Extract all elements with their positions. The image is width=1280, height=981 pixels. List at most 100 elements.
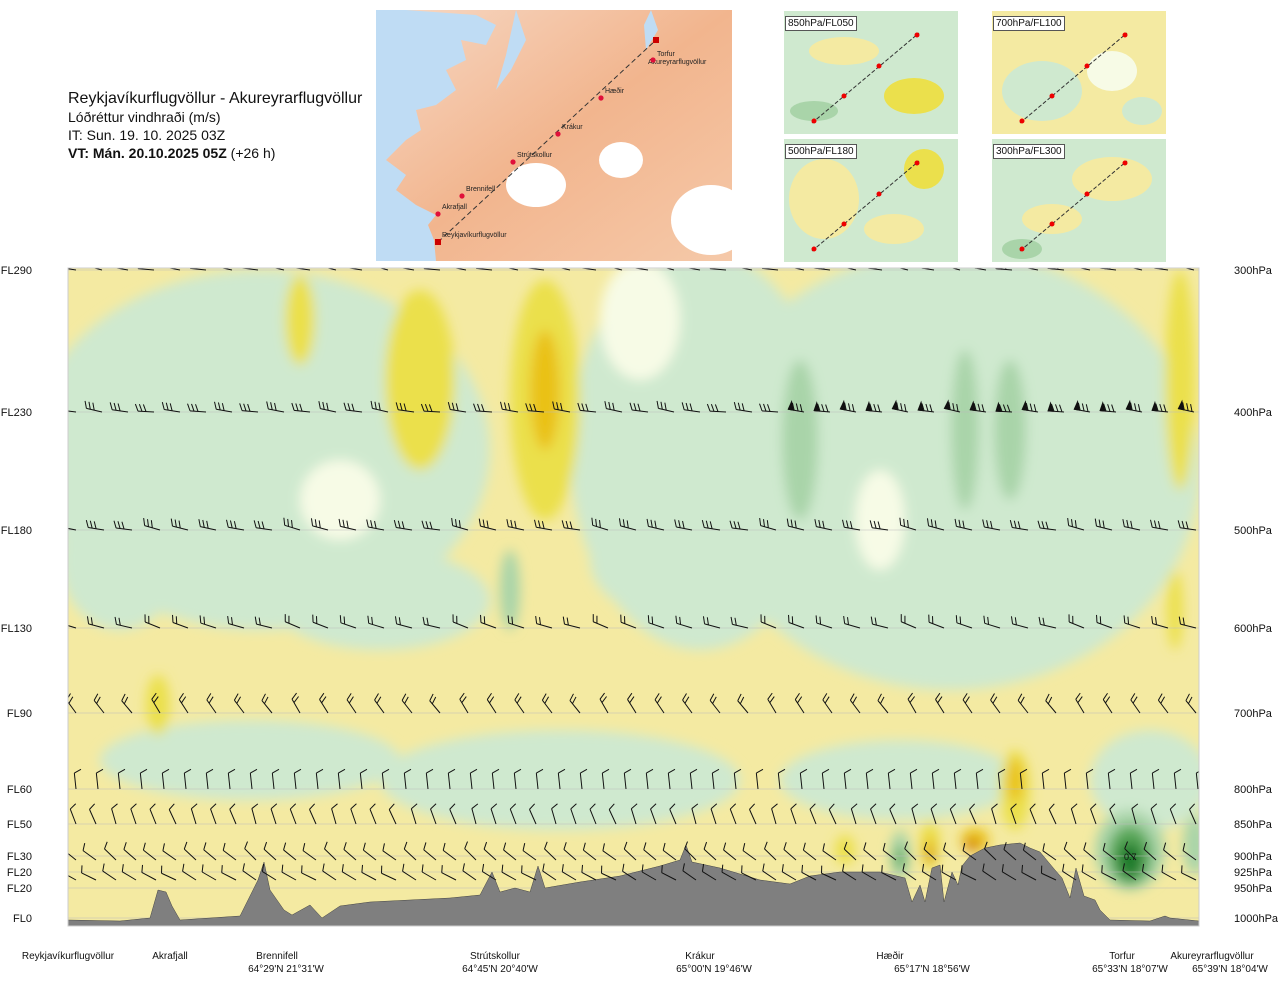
wind-barb: [1029, 803, 1037, 825]
wind-barb: [1010, 616, 1029, 629]
wind-barb: [620, 614, 637, 629]
inset-map-500-image: [784, 139, 958, 262]
wind-barb: [667, 768, 676, 790]
wind-barb: [1182, 843, 1197, 861]
wind-barb: [569, 693, 581, 714]
wind-barb: [602, 843, 617, 861]
inset-map-500: 500hPa/FL180: [784, 139, 958, 262]
wind-barb: [931, 768, 940, 790]
wind-barb: [319, 692, 329, 714]
wind-barb: [1073, 400, 1091, 413]
wind-barb: [135, 268, 155, 271]
wind-barb: [233, 693, 245, 714]
wind-barb: [142, 842, 157, 861]
wind-barb: [674, 519, 693, 531]
wind-barb: [691, 803, 699, 825]
wind-barb: [309, 803, 317, 825]
wind-barb: [1102, 692, 1113, 714]
wind-barb: [187, 403, 207, 413]
wind-barb: [689, 768, 698, 790]
wind-barb: [1101, 865, 1117, 881]
wind-barb: [557, 768, 566, 790]
wind-barb: [1021, 400, 1039, 413]
waypoint-label: Akureyrarflugvöllur: [648, 59, 707, 66]
wind-barb: [161, 768, 170, 790]
wind-barb: [398, 268, 415, 271]
terrain-profile: [68, 842, 1199, 926]
wind-barb: [226, 519, 245, 531]
pressure-level-label: 300hPa: [1234, 265, 1273, 277]
flight-level-label: FL20: [7, 867, 32, 879]
waypoint-label: Reykjavíkurflugvöllur: [442, 232, 507, 239]
wind-barb: [343, 842, 357, 861]
wind-barb: [1107, 768, 1116, 790]
wind-barb: [1017, 693, 1029, 714]
inset-label-500: 500hPa/FL180: [785, 144, 857, 159]
wind-barb: [89, 803, 97, 825]
flight-level-label: FL30: [7, 851, 32, 863]
pressure-level-label: 1000hPa: [1234, 913, 1279, 925]
wind-barb: [82, 843, 97, 861]
wind-barb: [315, 768, 324, 790]
pressure-level-label: 950hPa: [1234, 883, 1273, 895]
wind-barb: [681, 402, 701, 413]
wind-barb: [1124, 841, 1137, 861]
wind-barb: [762, 863, 777, 881]
wind-barb: [483, 841, 497, 861]
wind-barb: [891, 399, 909, 413]
wind-barb: [1067, 517, 1085, 531]
max-downdraft-annotation: 0.7: [1124, 852, 1137, 862]
wind-barb: [452, 614, 469, 629]
flight-level-label: FL230: [1, 407, 32, 419]
wind-barb: [121, 864, 137, 881]
wind-barb: [721, 864, 737, 881]
wind-barb: [102, 863, 117, 881]
map-glacier-vatnajokull: [671, 185, 732, 255]
wind-barb: [242, 863, 257, 881]
wind-barb: [403, 841, 417, 861]
wind-barb: [141, 864, 157, 881]
wind-barb: [579, 768, 588, 790]
wind-barb: [821, 768, 830, 790]
wind-barb: [143, 517, 161, 531]
wind-barb: [301, 865, 317, 881]
wind-barb: [227, 615, 245, 629]
wind-barb: [339, 615, 357, 629]
inset-map-700-image: [992, 11, 1166, 134]
wind-barb: [113, 520, 133, 531]
wind-barb: [730, 616, 749, 629]
wind-barb: [1102, 842, 1117, 861]
wind-barb: [975, 768, 984, 790]
wind-barb: [729, 803, 737, 825]
wind-barb: [178, 692, 189, 714]
wind-barb: [271, 768, 280, 790]
wvel-area-weak-up: [146, 675, 170, 735]
wind-barb: [661, 865, 677, 881]
wind-barb: [500, 401, 519, 413]
wind-barb: [1123, 615, 1141, 629]
wind-barb: [600, 865, 617, 881]
wind-barb: [380, 865, 397, 881]
wind-barb: [1109, 803, 1117, 825]
wind-barb: [710, 803, 718, 825]
waypoint-label: Akrafjall: [442, 204, 467, 211]
wind-barb: [420, 403, 441, 413]
wind-barb: [205, 768, 214, 790]
wind-barb: [151, 692, 161, 714]
wind-barb: [997, 768, 1006, 790]
wind-barb: [464, 841, 477, 861]
waypoint-label: Strútskollur: [517, 152, 553, 159]
wvel-area-weak-down: [500, 550, 520, 630]
wind-barb: [1063, 841, 1077, 861]
wind-barb: [198, 519, 217, 531]
wind-barb: [737, 693, 749, 714]
wind-barb: [81, 865, 97, 881]
wind-barb: [1045, 693, 1057, 714]
wind-barb: [1019, 768, 1028, 790]
wind-barb: [366, 519, 385, 531]
wind-barb: [917, 268, 935, 271]
wind-barb: [425, 768, 434, 790]
wind-barb: [899, 517, 917, 531]
wind-barb: [1122, 519, 1141, 531]
